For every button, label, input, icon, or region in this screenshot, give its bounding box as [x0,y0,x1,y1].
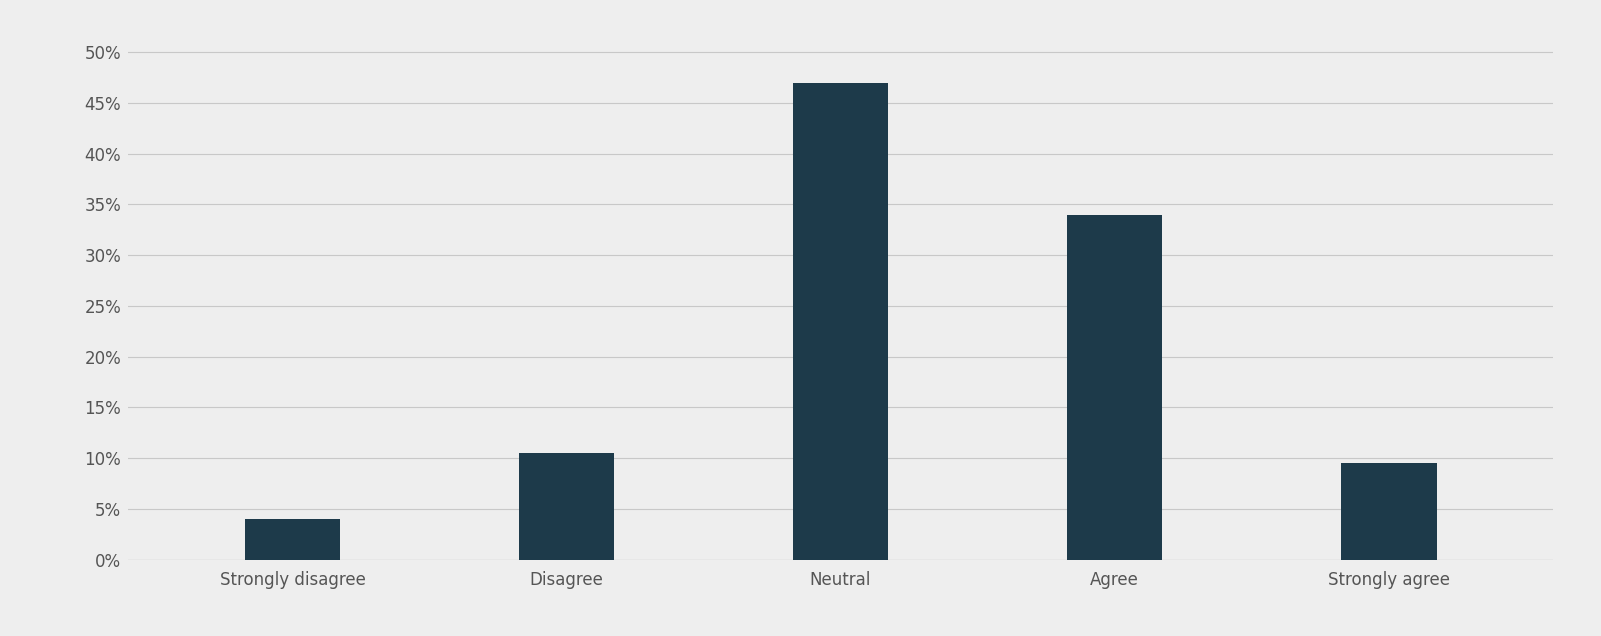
Bar [245,519,341,560]
Bar [519,453,615,560]
Bar [792,83,889,560]
Bar [1340,463,1436,560]
Bar [1066,214,1162,560]
